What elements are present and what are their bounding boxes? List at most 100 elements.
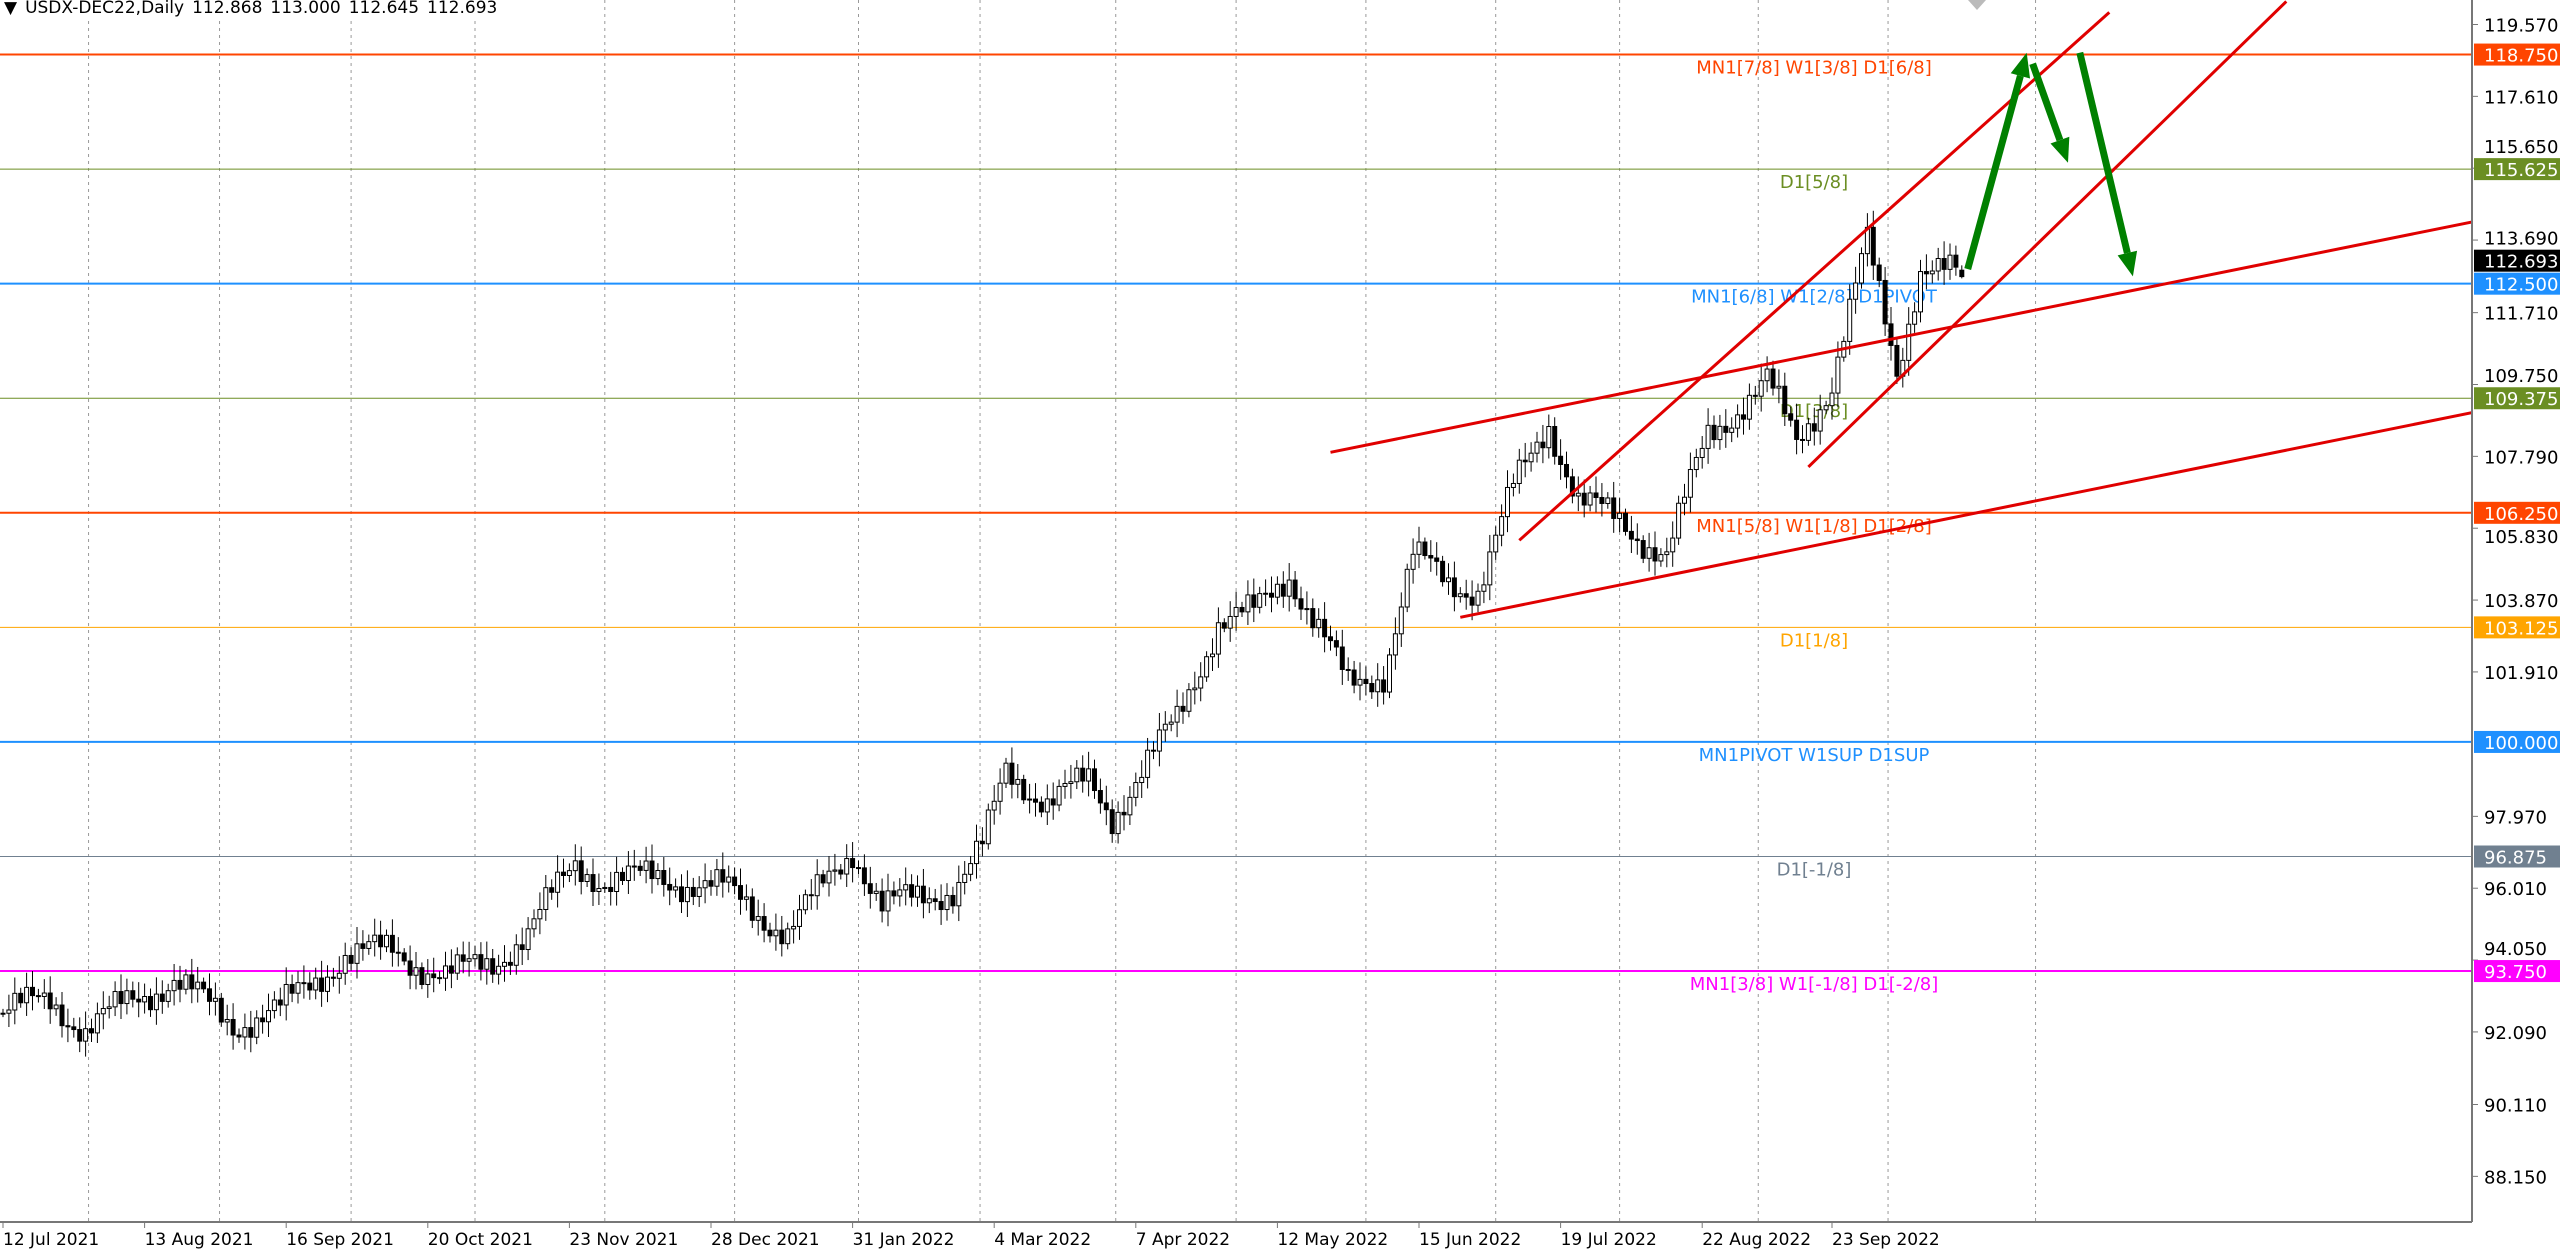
bull-candle <box>313 977 319 991</box>
bear-candle <box>720 869 726 883</box>
bear-candle <box>1564 463 1569 478</box>
level-price-label: 93.750 <box>2484 962 2547 983</box>
bear-candle <box>30 986 35 997</box>
bull-candle <box>413 967 419 976</box>
price-tick-label: 109.750 <box>2484 366 2558 387</box>
bear-candle <box>1811 423 1817 432</box>
bear-candle <box>1953 254 1959 268</box>
bear-candle <box>1339 646 1345 670</box>
date-tick-label: 19 Jul 2022 <box>1561 1230 1657 1250</box>
bull-candle <box>832 869 838 872</box>
bull-candle <box>602 886 608 890</box>
collapse-triangle-icon[interactable]: ▼ <box>4 0 18 18</box>
bull-candle <box>696 887 702 897</box>
bear-candle <box>1351 669 1357 686</box>
bull-candle <box>885 890 891 912</box>
level-label: MN1PIVOT W1SUP D1SUP <box>1699 745 1930 766</box>
bull-candle <box>1186 689 1192 712</box>
bull-candle <box>142 996 148 1003</box>
bear-candle <box>1723 425 1729 433</box>
bull-candle <box>873 890 879 894</box>
bull-candle <box>1174 705 1180 723</box>
level-price-badge <box>2474 272 2560 295</box>
bear-candle <box>932 898 938 903</box>
level-label: D1[-1/8] <box>1777 859 1852 880</box>
bear-candle <box>1109 809 1115 835</box>
date-tick-label: 22 Aug 2022 <box>1702 1230 1811 1250</box>
bull-candle <box>956 881 962 907</box>
bear-candle <box>448 965 454 974</box>
bull-candle <box>1210 653 1215 658</box>
bear-candle <box>478 954 484 970</box>
level-label: MN1[7/8] W1[3/8] D1[6/8] <box>1696 58 1932 79</box>
price-tick-label: 92.090 <box>2484 1023 2547 1044</box>
bull-candle <box>566 870 572 876</box>
bear-candle <box>1292 579 1298 600</box>
trendlines[interactable] <box>1330 0 2476 619</box>
price-tick-label: 103.870 <box>2484 591 2558 612</box>
bull-candle <box>1074 767 1080 783</box>
bull-candle <box>1658 554 1664 562</box>
bear-candle <box>1009 762 1015 785</box>
bear-candle <box>1941 258 1947 270</box>
bear-candle <box>1894 344 1900 377</box>
bull-candle <box>1062 782 1068 787</box>
bear-candle <box>779 929 785 945</box>
price-tick-label: 90.110 <box>2484 1096 2547 1117</box>
bear-candle <box>1469 596 1475 606</box>
bear-candle <box>679 886 684 903</box>
bear-candle <box>1611 497 1617 519</box>
bear-candle <box>920 885 926 904</box>
bear-candle <box>1428 555 1434 559</box>
bear-candle <box>277 999 283 1006</box>
bull-candle <box>224 1018 230 1023</box>
bear-candle <box>148 996 153 1011</box>
bear-candle <box>77 1029 83 1042</box>
bull-candle <box>1015 778 1021 785</box>
bull-candle <box>897 889 903 897</box>
bull-candle <box>1357 678 1363 686</box>
bear-candle <box>1021 778 1027 801</box>
date-tick-label: 7 Apr 2022 <box>1136 1230 1230 1250</box>
bull-candle <box>797 909 802 927</box>
bear-candle <box>1080 767 1086 782</box>
level-label: D1[1/8] <box>1780 630 1848 651</box>
bear-candle <box>1770 368 1776 389</box>
bear-candle <box>65 1025 71 1028</box>
bear-candle <box>207 988 212 1002</box>
bear-candle <box>749 896 755 921</box>
bear-candle <box>1097 790 1103 804</box>
bear-candle <box>1794 419 1800 440</box>
bull-candle <box>572 860 578 872</box>
level-price-badge <box>2474 616 2560 639</box>
bear-candle <box>407 960 413 976</box>
bull-candle <box>543 887 549 910</box>
date-tick-label: 13 Aug 2021 <box>145 1230 254 1250</box>
bull-candle <box>1546 426 1552 449</box>
bear-candle <box>1251 594 1257 608</box>
bear-candle <box>1800 438 1805 441</box>
bear-candle <box>1422 541 1428 557</box>
bull-candle <box>1859 253 1864 284</box>
bull-candle <box>1286 579 1292 597</box>
bull-candle <box>366 941 372 949</box>
bull-candle <box>614 871 620 893</box>
price-tick-label: 101.910 <box>2484 663 2558 684</box>
bull-candle <box>1729 427 1735 433</box>
bull-candle <box>1670 537 1676 553</box>
price-tick-label: 97.970 <box>2484 807 2547 828</box>
bull-candle <box>1446 577 1451 583</box>
bear-candle <box>1782 385 1788 415</box>
bear-candle <box>507 961 513 966</box>
bull-candle <box>625 865 631 882</box>
bear-candle <box>437 977 443 980</box>
level-price-label: 103.125 <box>2484 618 2558 639</box>
bull-candle <box>1510 482 1516 488</box>
price-tick-label: 96.010 <box>2484 879 2547 900</box>
level-price-badge <box>2474 387 2560 410</box>
bear-candle <box>1151 749 1156 752</box>
bear-candle <box>1345 668 1351 671</box>
bull-candle <box>743 896 749 900</box>
